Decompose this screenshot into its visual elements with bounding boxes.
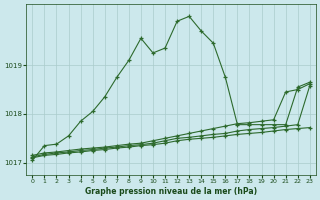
X-axis label: Graphe pression niveau de la mer (hPa): Graphe pression niveau de la mer (hPa) — [85, 187, 257, 196]
